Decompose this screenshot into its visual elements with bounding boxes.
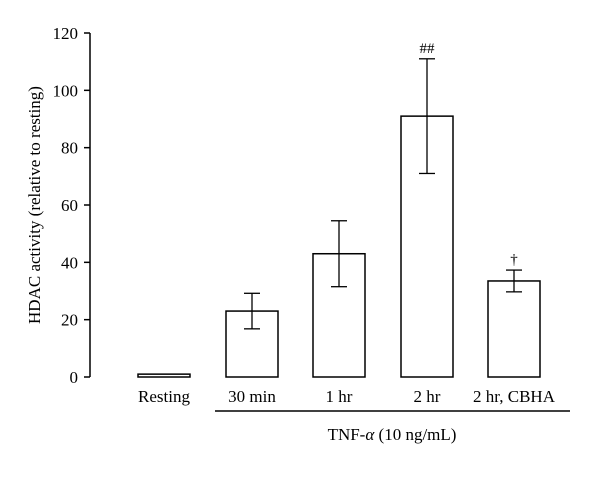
x-tick-labels: Resting 30 min 1 hr 2 hr 2 hr, CBHA [138, 387, 556, 406]
y-tick-label: 60 [61, 196, 78, 215]
y-ticks: 0 20 40 60 80 100 120 [53, 24, 90, 387]
group-label-alpha: α [365, 425, 375, 444]
error-bar [419, 58, 435, 175]
error-bars [244, 58, 522, 330]
x-tick-label: 2 hr [414, 387, 441, 406]
significance-annotations: ## † [420, 41, 519, 268]
error-bar [331, 220, 347, 288]
group-label: TNF-α (10 ng/mL) [328, 425, 457, 444]
x-tick-label: 2 hr, CBHA [473, 387, 556, 406]
significance-marker: † [510, 252, 518, 268]
y-tick-label: 120 [53, 24, 79, 43]
y-axis-label: HDAC activity (relative to resting) [25, 86, 44, 324]
y-tick-label: 40 [61, 253, 78, 272]
y-tick-label: 100 [53, 81, 79, 100]
bar [487, 280, 541, 378]
significance-marker: ## [420, 41, 436, 57]
y-tick-label: 20 [61, 311, 78, 330]
y-tick-label: 0 [70, 368, 79, 387]
bars [137, 115, 541, 378]
y-axis: 0 20 40 60 80 100 120 [53, 24, 91, 387]
bar [137, 373, 191, 378]
y-tick-label: 80 [61, 139, 78, 158]
error-bar [244, 292, 260, 330]
x-tick-label: 30 min [228, 387, 276, 406]
error-bar [506, 269, 522, 293]
x-tick-label: 1 hr [326, 387, 353, 406]
x-tick-label: Resting [138, 387, 190, 406]
